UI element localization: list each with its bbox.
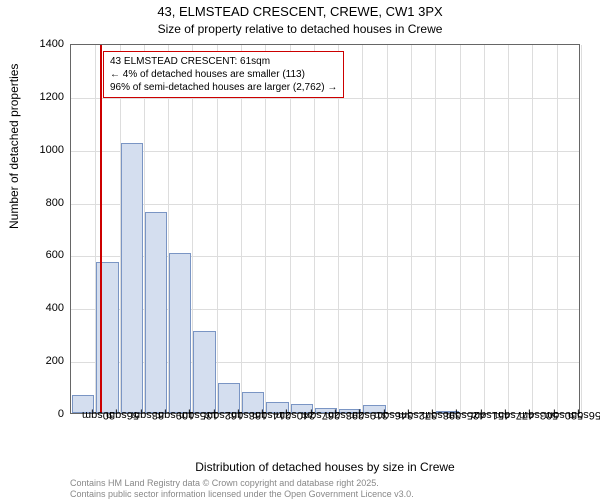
- bar: [145, 212, 167, 413]
- gridline-v: [484, 45, 485, 413]
- chart-title-sub: Size of property relative to detached ho…: [0, 22, 600, 36]
- gridline-v: [338, 45, 339, 413]
- gridline-h: [71, 204, 579, 205]
- gridline-h: [71, 151, 579, 152]
- y-tick-label: 0: [14, 408, 64, 420]
- chart-container: 43, ELMSTEAD CRESCENT, CREWE, CW1 3PX Si…: [0, 0, 600, 500]
- y-tick-label: 400: [14, 302, 64, 314]
- footer-2: Contains public sector information licen…: [70, 489, 414, 499]
- bar: [169, 253, 191, 413]
- chart-title-main: 43, ELMSTEAD CRESCENT, CREWE, CW1 3PX: [0, 4, 600, 19]
- gridline-v: [290, 45, 291, 413]
- gridline-v: [411, 45, 412, 413]
- y-tick-label: 1000: [14, 144, 64, 156]
- gridline-v: [241, 45, 242, 413]
- y-tick-label: 200: [14, 355, 64, 367]
- gridline-v: [532, 45, 533, 413]
- y-tick-label: 1200: [14, 91, 64, 103]
- gridline-v: [435, 45, 436, 413]
- annotation-box: 43 ELMSTEAD CRESCENT: 61sqm ← 4% of deta…: [103, 51, 344, 98]
- gridline-v: [387, 45, 388, 413]
- annotation-line1: 43 ELMSTEAD CRESCENT: 61sqm: [110, 55, 337, 68]
- plot-area: 43 ELMSTEAD CRESCENT: 61sqm ← 4% of deta…: [70, 44, 580, 414]
- bar: [193, 331, 215, 413]
- gridline-v: [362, 45, 363, 413]
- gridline-v: [557, 45, 558, 413]
- gridline-v: [217, 45, 218, 413]
- gridline-v: [460, 45, 461, 413]
- gridline-v: [314, 45, 315, 413]
- footer-1: Contains HM Land Registry data © Crown c…: [70, 478, 379, 488]
- annotation-line2: ← 4% of detached houses are smaller (113…: [110, 68, 337, 81]
- y-tick-label: 800: [14, 197, 64, 209]
- gridline-v: [265, 45, 266, 413]
- y-tick-label: 600: [14, 249, 64, 261]
- gridline-v: [508, 45, 509, 413]
- bar: [121, 143, 143, 413]
- annotation-line3: 96% of semi-detached houses are larger (…: [110, 81, 337, 94]
- gridline-v: [581, 45, 582, 413]
- reference-line: [100, 45, 102, 413]
- x-axis-label: Distribution of detached houses by size …: [70, 460, 580, 474]
- y-tick-label: 1400: [14, 38, 64, 50]
